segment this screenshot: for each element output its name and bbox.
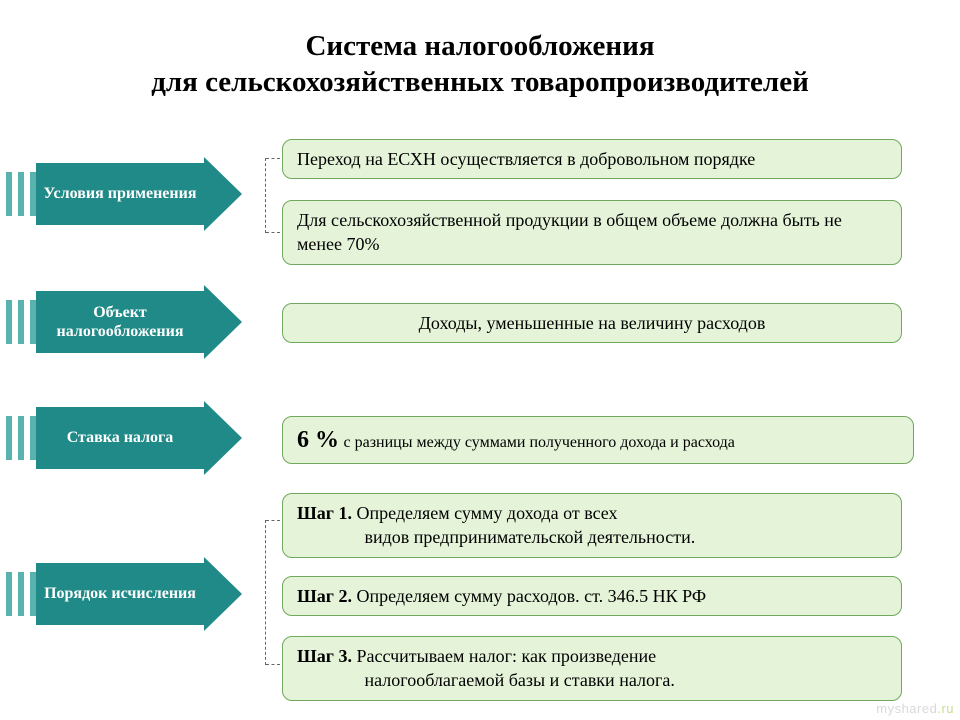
step-label: Шаг 1. bbox=[297, 503, 352, 523]
box-threshold: Для сельскохозяйственной продукции в общ… bbox=[282, 200, 902, 265]
arrow-bars bbox=[6, 416, 36, 460]
connector-order bbox=[265, 520, 266, 665]
rate-rest: с разницы между суммами полученного дохо… bbox=[344, 434, 735, 451]
rate-value: 6 % bbox=[297, 427, 339, 453]
arrow-bars bbox=[6, 172, 36, 216]
box-text: Для сельскохозяйственной продукции в общ… bbox=[297, 210, 842, 254]
watermark: myshared.ru bbox=[876, 701, 954, 716]
arrow-conditions: Условия применения bbox=[6, 163, 246, 225]
step-text: Рассчитываем налог: как произведение нал… bbox=[297, 646, 675, 690]
arrow-label: Объект налогообложения bbox=[36, 291, 204, 353]
arrow-head-icon bbox=[204, 285, 242, 359]
step-label: Шаг 3. bbox=[297, 646, 352, 666]
arrow-label: Ставка налога bbox=[36, 407, 204, 469]
arrow-label: Условия применения bbox=[36, 163, 204, 225]
arrow-head-icon bbox=[204, 557, 242, 631]
title-line2: для сельскохозяйственных товаропроизводи… bbox=[151, 66, 809, 98]
step-label: Шаг 2. bbox=[297, 586, 352, 606]
watermark-text: myshared bbox=[876, 701, 937, 716]
box-step1: Шаг 1. Определяем сумму дохода от всех в… bbox=[282, 493, 902, 558]
box-rate: 6 % с разницы между суммами полученного … bbox=[282, 416, 914, 464]
arrow-object: Объект налогообложения bbox=[6, 291, 246, 353]
page-title: Система налогообложения для сельскохозяй… bbox=[0, 28, 960, 101]
arrow-head-icon bbox=[204, 401, 242, 475]
box-voluntary: Переход на ЕСХН осуществляется в доброво… bbox=[282, 139, 902, 179]
arrow-label: Порядок исчисления bbox=[36, 563, 204, 625]
step-text: Определяем сумму расходов. ст. 346.5 НК … bbox=[352, 586, 706, 606]
title-line1: Система налогообложения bbox=[305, 30, 654, 62]
arrow-order: Порядок исчисления bbox=[6, 563, 246, 625]
box-step2: Шаг 2. Определяем сумму расходов. ст. 34… bbox=[282, 576, 902, 616]
arrow-bars bbox=[6, 300, 36, 344]
watermark-accent: .ru bbox=[937, 701, 954, 716]
step-text: Определяем сумму дохода от всех видов пр… bbox=[297, 503, 695, 547]
box-object: Доходы, уменьшенные на величину расходов bbox=[282, 303, 902, 343]
box-text: Доходы, уменьшенные на величину расходов bbox=[419, 313, 766, 333]
arrow-bars bbox=[6, 572, 36, 616]
box-step3: Шаг 3. Рассчитываем налог: как произведе… bbox=[282, 636, 902, 701]
box-text: Переход на ЕСХН осуществляется в доброво… bbox=[297, 149, 755, 169]
arrow-head-icon bbox=[204, 157, 242, 231]
arrow-rate: Ставка налога bbox=[6, 407, 246, 469]
connector-conditions bbox=[265, 158, 266, 233]
